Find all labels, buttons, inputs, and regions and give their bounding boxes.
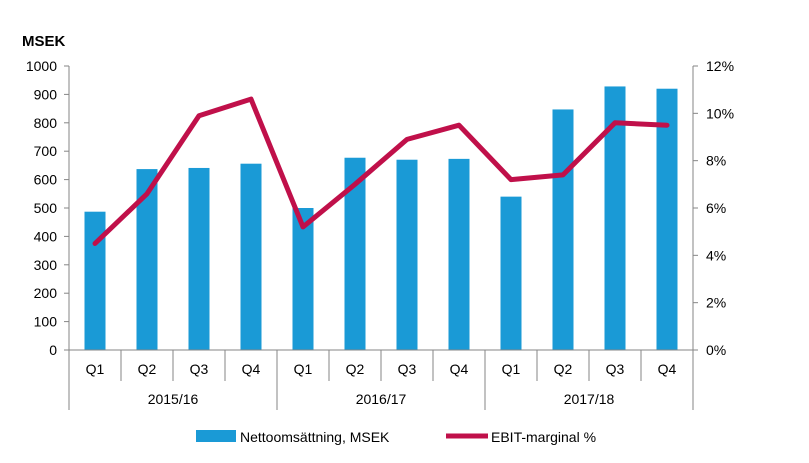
right-tick-label: 6% <box>706 200 726 216</box>
bar-4 <box>240 163 262 350</box>
group-label: 2017/18 <box>564 391 615 407</box>
bar-9 <box>500 196 522 350</box>
category-label: Q2 <box>138 361 157 377</box>
bar-7 <box>396 159 418 350</box>
left-tick-label: 200 <box>34 285 58 301</box>
left-tick-label: 0 <box>49 342 57 358</box>
left-axis-ticks: 0 100 200 300 400 500 600 700 800 900 1000 <box>26 58 69 358</box>
legend-label-ebit: EBIT-marginal % <box>491 429 596 445</box>
right-tick-label: 12% <box>706 58 734 74</box>
group-label: 2016/17 <box>356 391 407 407</box>
bar-3 <box>188 167 210 350</box>
bar-12 <box>656 88 678 350</box>
category-label: Q1 <box>86 361 105 377</box>
bar-2 <box>136 169 158 350</box>
category-label: Q2 <box>346 361 365 377</box>
category-label: Q3 <box>398 361 417 377</box>
category-label: Q2 <box>554 361 573 377</box>
category-label: Q4 <box>450 361 469 377</box>
bar-5 <box>292 208 314 350</box>
category-label: Q1 <box>502 361 521 377</box>
bar-6 <box>344 157 366 350</box>
group-label: 2015/16 <box>148 391 199 407</box>
ebit-margin-line <box>92 96 670 246</box>
left-tick-label: 500 <box>34 200 58 216</box>
bar-1 <box>84 211 106 350</box>
category-label: Q4 <box>242 361 261 377</box>
left-tick-label: 300 <box>34 257 58 273</box>
ebit-line-layer <box>92 96 670 246</box>
right-tick-label: 4% <box>706 247 726 263</box>
right-axis-ticks: 0% 2% 4% 6% 8% 10% 12% <box>693 58 734 358</box>
right-tick-label: 8% <box>706 153 726 169</box>
legend: Nettoomsättning, MSEK EBIT-marginal % <box>196 429 596 445</box>
bar-11 <box>604 86 626 350</box>
left-tick-label: 900 <box>34 86 58 102</box>
bars <box>84 86 678 351</box>
legend-label-nettoomsattning: Nettoomsättning, MSEK <box>240 429 390 445</box>
category-label: Q1 <box>294 361 313 377</box>
axes <box>68 66 694 410</box>
category-label: Q4 <box>658 361 677 377</box>
category-label: Q3 <box>606 361 625 377</box>
legend-swatch-nettoomsattning <box>196 430 236 442</box>
right-tick-label: 2% <box>706 295 726 311</box>
group-labels: 2015/16 2016/17 2017/18 <box>148 391 615 407</box>
left-tick-label: 1000 <box>26 58 57 74</box>
right-tick-label: 10% <box>706 105 734 121</box>
category-labels: Q1 Q2 Q3 Q4 Q1 Q2 Q3 Q4 Q1 Q2 Q3 Q4 <box>86 361 677 377</box>
bar-8 <box>448 158 470 350</box>
y-axis-unit-label: MSEK <box>22 33 66 50</box>
left-tick-label: 700 <box>34 143 58 159</box>
category-label: Q3 <box>190 361 209 377</box>
left-tick-label: 600 <box>34 172 58 188</box>
left-tick-label: 400 <box>34 228 58 244</box>
left-tick-label: 100 <box>34 314 58 330</box>
left-tick-label: 800 <box>34 115 58 131</box>
right-tick-label: 0% <box>706 342 726 358</box>
bar-10 <box>552 109 574 351</box>
